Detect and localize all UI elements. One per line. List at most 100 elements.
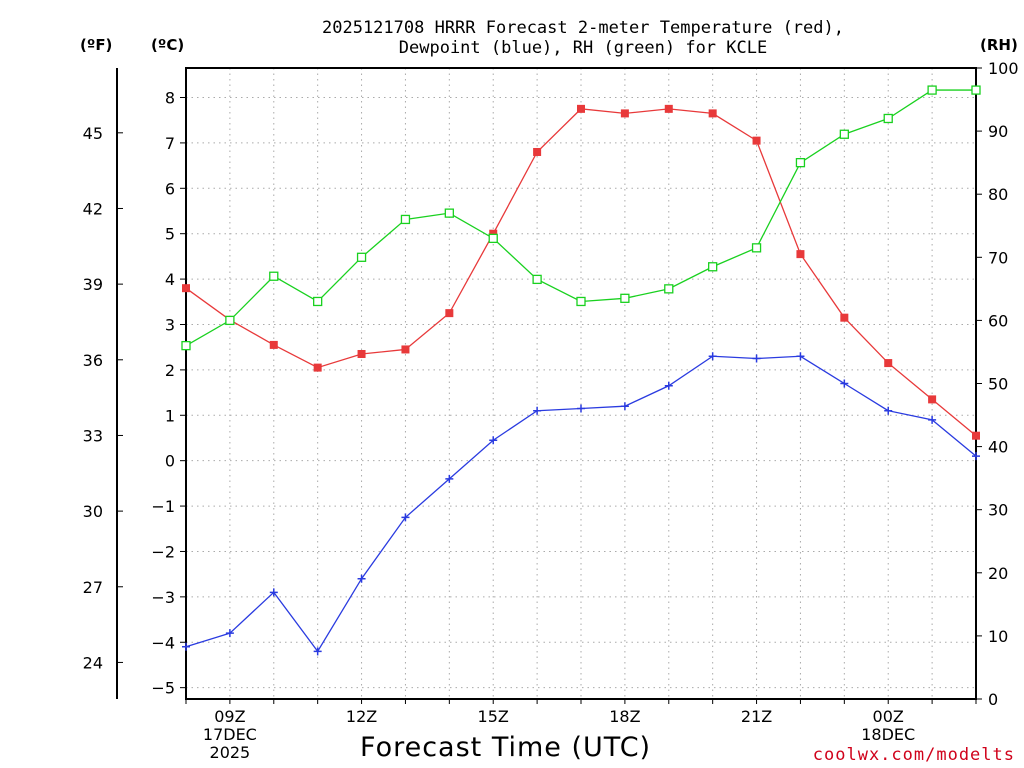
x-tick-label: 00Z <box>873 707 904 726</box>
dewpoint-point <box>182 642 190 651</box>
dewpoint-point <box>445 474 454 483</box>
dewpoint-point <box>840 379 849 388</box>
rh-point <box>795 157 806 168</box>
temperature-point <box>840 313 849 322</box>
temperature-point <box>708 109 717 118</box>
chart-title-line2: Dewpoint (blue), RH (green) for KCLE <box>398 38 768 58</box>
x-axis-label: Forecast Time (UTC) <box>360 732 652 763</box>
celsius-tick-label: 5 <box>165 225 175 244</box>
x-tick-label: 12Z <box>346 707 377 726</box>
rh-point <box>269 271 279 281</box>
dewpoint-point <box>928 415 937 424</box>
dewpoint-point <box>225 629 234 638</box>
temperature-point <box>928 395 937 404</box>
rh-unit-label: (RH) <box>980 36 1018 54</box>
temperature-point <box>796 250 805 259</box>
dewpoint-point <box>796 352 805 361</box>
rh-point <box>839 129 849 139</box>
dewpoint-point <box>533 406 542 415</box>
rh-tick-label: 60 <box>988 311 1008 330</box>
x-tick-label: 21Z <box>741 707 772 726</box>
celsius-tick-label: 1 <box>165 406 175 425</box>
dewpoint-point <box>664 381 673 390</box>
fahrenheit-tick-label: 42 <box>83 199 103 218</box>
fahrenheit-tick-label: 36 <box>83 351 103 370</box>
temperature-point <box>664 104 673 113</box>
rh-point <box>356 252 367 262</box>
dewpoint-point <box>620 402 629 411</box>
rh-point <box>400 214 411 225</box>
temperature-point <box>752 136 761 145</box>
dewpoint-point <box>972 452 980 461</box>
rh-tick-label: 50 <box>988 375 1008 394</box>
temperature-point <box>313 363 322 372</box>
x-tick-label: 15Z <box>478 707 509 726</box>
dewpoint-point <box>708 352 717 361</box>
temperature-point <box>884 359 893 368</box>
rh-point <box>708 262 718 272</box>
rh-tick-label: 80 <box>988 185 1008 204</box>
rh-point <box>664 284 674 294</box>
source-credit: coolwx.com/modelts <box>812 745 1015 765</box>
celsius-tick-label: 3 <box>165 315 175 334</box>
chart-title-line1: 2025121708 HRRR Forecast 2-meter Tempera… <box>322 18 844 38</box>
celsius-tick-label: 2 <box>165 361 175 380</box>
dewpoint-point <box>489 436 498 445</box>
x-tick-label: 17DEC <box>203 725 257 744</box>
rh-tick-label: 0 <box>988 690 998 709</box>
celsius-unit-label: (ºC) <box>151 36 185 54</box>
rh-point <box>576 296 586 307</box>
rh-point <box>927 85 937 95</box>
dewpoint-point <box>884 406 893 415</box>
fahrenheit-tick-label: 39 <box>83 275 103 294</box>
celsius-tick-label: 0 <box>165 452 175 471</box>
dewpoint-point <box>269 588 278 597</box>
rh-point <box>620 293 630 303</box>
x-tick-label: 09Z <box>214 707 245 726</box>
temperature-point <box>972 431 980 440</box>
temperature-point <box>182 284 190 293</box>
temperature-point <box>620 109 629 118</box>
series-markers <box>181 85 981 656</box>
fahrenheit-tick-label: 30 <box>83 502 103 521</box>
dewpoint-point <box>577 404 585 413</box>
rh-tick-label: 20 <box>988 564 1008 583</box>
rh-point <box>225 315 235 326</box>
temperature-point <box>357 349 366 358</box>
rh-tick-label: 70 <box>988 248 1008 267</box>
temperature-point <box>445 309 454 318</box>
rh-tick-label: 10 <box>988 627 1008 646</box>
temperature-point <box>533 147 542 156</box>
rh-point <box>532 274 542 285</box>
celsius-tick-label: −1 <box>151 497 175 516</box>
temperature-point <box>269 340 278 349</box>
temperature-point <box>401 345 410 354</box>
celsius-tick-label: −5 <box>151 679 175 698</box>
x-tick-label: 2025 <box>210 743 251 762</box>
rh-point <box>883 113 893 124</box>
rh-tick-label: 40 <box>988 438 1008 457</box>
gridlines <box>186 68 976 699</box>
x-tick-label: 18Z <box>609 707 640 726</box>
rh-point <box>751 243 762 253</box>
fahrenheit-unit-label: (ºF) <box>80 36 113 54</box>
fahrenheit-tick-label: 33 <box>83 426 103 445</box>
rh-point <box>971 85 981 95</box>
rh-tick-label: 90 <box>988 122 1008 141</box>
fahrenheit-tick-label: 27 <box>83 578 103 597</box>
rh-point <box>313 296 323 307</box>
axis-ticks <box>117 67 982 704</box>
fahrenheit-tick-label: 24 <box>83 653 103 672</box>
tick-labels: −5−4−3−2−1012345678242730333639424501020… <box>83 59 1019 762</box>
fahrenheit-tick-label: 45 <box>83 124 103 143</box>
dewpoint-point <box>401 513 410 522</box>
celsius-tick-label: 4 <box>165 270 175 289</box>
rh-point <box>488 233 498 244</box>
rh-point <box>181 340 191 351</box>
rh-tick-label: 30 <box>988 501 1008 520</box>
temperature-point <box>489 229 498 238</box>
celsius-tick-label: 6 <box>165 179 175 198</box>
celsius-tick-label: −3 <box>151 588 175 607</box>
dewpoint-point <box>357 574 366 583</box>
